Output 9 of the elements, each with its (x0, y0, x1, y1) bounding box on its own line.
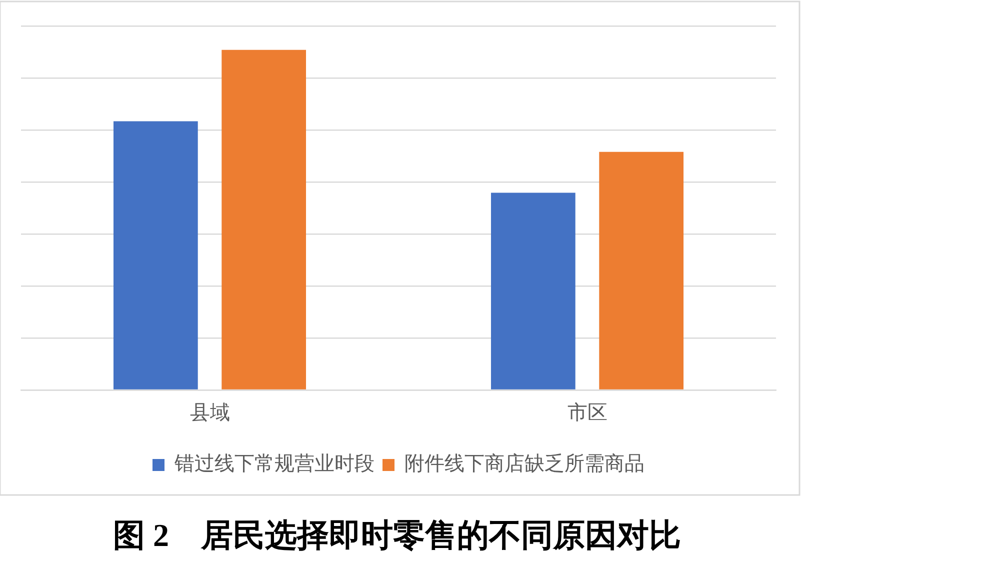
bar (113, 121, 198, 390)
x-tick-label: 县域 (190, 400, 230, 424)
bar (599, 152, 684, 390)
bar (222, 50, 306, 390)
x-tick-label: 市区 (567, 400, 608, 424)
text: 图 2 居民选择即时零售的不同原因对比 (113, 516, 681, 554)
bar (490, 192, 576, 390)
legend-label: 错过线下常规营业时段 (174, 451, 374, 476)
legend-label: 附件线下商店缺乏所需商品 (404, 451, 644, 476)
